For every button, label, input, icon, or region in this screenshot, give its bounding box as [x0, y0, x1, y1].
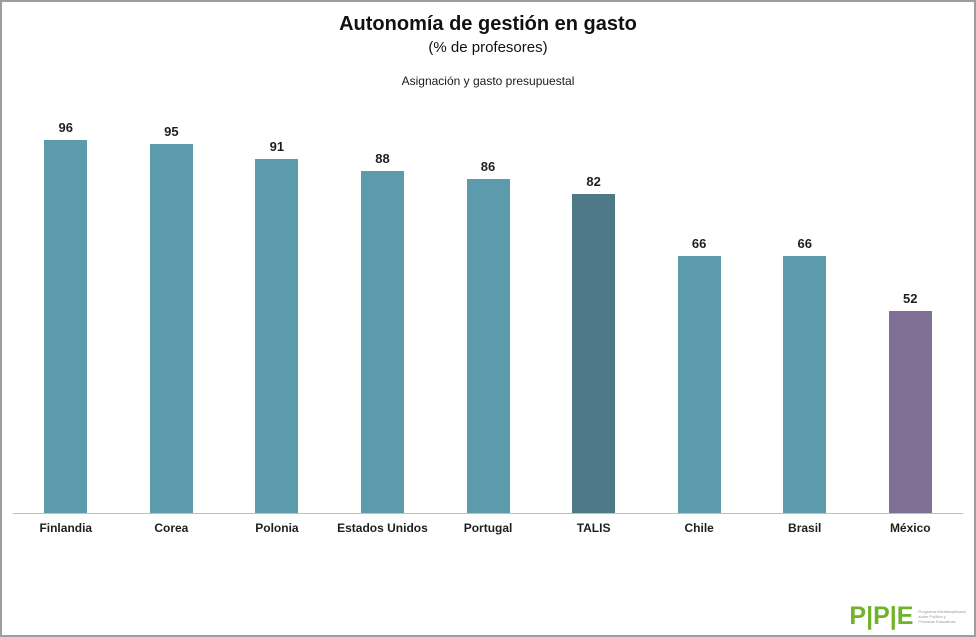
bar-mexico [888, 310, 932, 513]
chart-subtitle: (% de profesores) [428, 39, 548, 56]
category-label-portugal: Portugal [463, 521, 513, 535]
category-label-talis: TALIS [576, 521, 611, 535]
bar-value-label: 66 [797, 236, 812, 252]
pipe-logo: P|P|E Programa Interdisciplinario sobre … [849, 603, 966, 629]
bar-value-label: 96 [58, 119, 74, 135]
bar-column-finlandia: 96 [13, 120, 119, 513]
bar-value-label: 52 [903, 290, 918, 306]
bar-column-estados-unidos: 88 [330, 151, 436, 513]
bar-chile [677, 256, 721, 513]
bar-value-label: 86 [480, 158, 496, 174]
bar-talis [572, 194, 616, 513]
category-label-polonia: Polonia [255, 521, 299, 535]
bar-brasil [783, 256, 827, 513]
chart-title: Autonomía de gestión en gasto [339, 13, 637, 35]
bar-value-label: 88 [375, 150, 390, 166]
bar-column-talis: 82 [541, 174, 647, 513]
pipe-logo-tagline: Programa Interdisciplinario sobre Políti… [918, 609, 966, 624]
pipe-logo-letters: P|P|E [849, 602, 914, 630]
bar-polonia [255, 159, 299, 513]
bar-column-corea: 95 [119, 123, 225, 513]
category-labels-row: Finlandia Corea Polonia Estados Unidos Portu… [13, 521, 963, 535]
category-label-brasil: Brasil [788, 521, 822, 535]
series-label: Asignación y gasto presupuestal [401, 74, 575, 88]
bar-corea [149, 143, 193, 513]
bar-value-label: 66 [691, 236, 707, 252]
category-label-estados-unidos: Estados Unidos [337, 521, 428, 535]
category-label-finlandia: Finlandia [39, 521, 93, 535]
x-axis-line [13, 513, 963, 514]
bar-value-label: 91 [269, 139, 285, 154]
bar-column-polonia: 91 [224, 139, 330, 513]
bars-row: 96 95 91 88 86 82 66 66 52 [13, 120, 964, 513]
pipe-logo-tagline-line: Programa Interdisciplinario [918, 608, 966, 614]
category-label-chile: Chile [684, 521, 714, 535]
bar-value-label: 82 [586, 174, 601, 189]
bar-estados-unidos [360, 170, 404, 513]
pipe-logo-tagline-line: Prácticas Educativas [918, 618, 956, 624]
bar-column-mexico: 52 [858, 291, 964, 513]
bar-portugal [466, 178, 510, 513]
bar-column-brasil: 66 [752, 236, 858, 513]
bar-column-portugal: 86 [435, 158, 541, 513]
pipe-logo-tagline-line: sobre Política y [918, 613, 946, 619]
bar-finlandia [44, 139, 88, 513]
bar-column-chile: 66 [646, 236, 752, 513]
bar-value-label: 95 [164, 123, 179, 139]
category-label-corea: Corea [154, 521, 189, 535]
chart-header: Autonomía de gestión en gasto (% de prof… [2, 12, 974, 88]
category-label-mexico: México [889, 521, 931, 535]
